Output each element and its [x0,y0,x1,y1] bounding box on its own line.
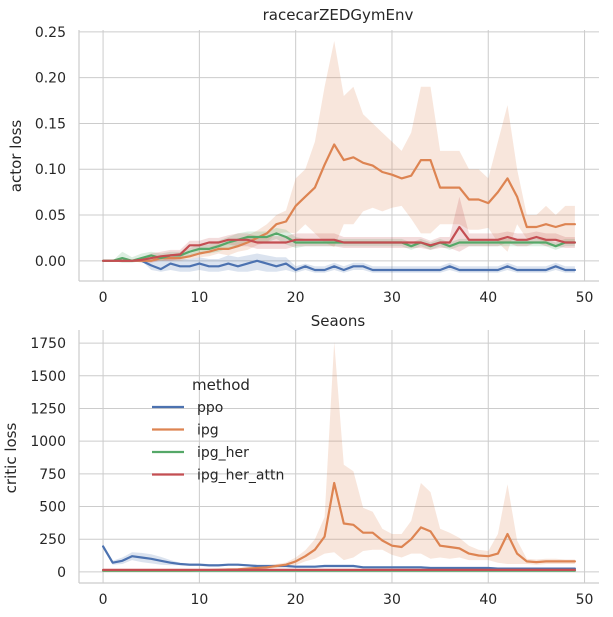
actor-y-tick-label: 0.15 [35,116,66,132]
critic-y-tick-label: 250 [39,532,66,548]
critic-y-tick-label: 0 [57,565,66,581]
actor-grid [79,30,599,281]
actor-y-tick-label: 0.05 [35,208,66,224]
actor-y-axis-label: actor loss [7,120,25,193]
actor-x-tick-label: 50 [576,290,594,306]
legend-label-ppo: ppo [197,400,223,416]
critic-y-tick-label: 750 [39,467,66,483]
actor-x-tick-label: 10 [190,290,208,306]
critic-series-lines [101,481,577,572]
chart-title: racecarZEDGymEnv [263,6,414,24]
actor-loss-panel: racecarZEDGymEnv 0 10 20 30 40 50 0.00 0.05 0.10… [7,6,599,330]
series-line-ipg-her [101,232,577,262]
actor-x-tick-label: 20 [287,290,305,306]
legend-title: method [192,376,250,394]
critic-y-tick-label: 1000 [30,434,66,450]
critic-y-axis-label: critic loss [2,423,20,494]
actor-series-lines [101,143,577,272]
actor-x-tick-label: 30 [383,290,401,306]
legend-label-ipg: ipg [197,423,219,439]
actor-y-tick-label: 0.20 [35,71,66,87]
series-line-ipg [101,143,577,262]
critic-y-tick-label: 1250 [30,401,66,417]
series-line-ppo [101,259,577,272]
actor-y-tick-label: 0.25 [35,25,66,41]
critic-y-tick-label: 1500 [30,369,66,385]
legend-label-ipg-her-attn: ipg_her_attn [197,468,284,484]
critic-x-tick-label: 20 [287,592,305,608]
critic-grid [79,330,599,583]
critic-y-tick-label: 500 [39,500,66,516]
actor-y-tick-label: 0.10 [35,162,66,178]
critic-x-tick-label: 50 [576,592,594,608]
legend: method ppo ipg ipg_her ipg_her_attn [152,376,284,484]
actor-tick-labels: 0 10 20 30 40 50 0.00 0.05 0.10 0.15 0.20 0.25 [35,25,594,306]
actor-x-tick-label: 0 [99,290,108,306]
legend-label-ipg-her: ipg_her [197,445,249,461]
series-line-ipg-her-attn [101,225,577,262]
confidence-band-ipg [103,341,575,572]
critic-x-tick-label: 30 [383,592,401,608]
critic-y-tick-label: 1750 [30,336,66,352]
actor-y-tick-label: 0.00 [35,254,66,270]
actor-x-axis-label: Seaons [311,312,366,330]
actor-x-tick-label: 40 [479,290,497,306]
critic-x-tick-label: 10 [190,592,208,608]
critic-x-tick-label: 0 [99,592,108,608]
critic-x-tick-label: 40 [479,592,497,608]
series-line-ppo [101,545,577,570]
confidence-band-ipg-her [103,227,575,263]
